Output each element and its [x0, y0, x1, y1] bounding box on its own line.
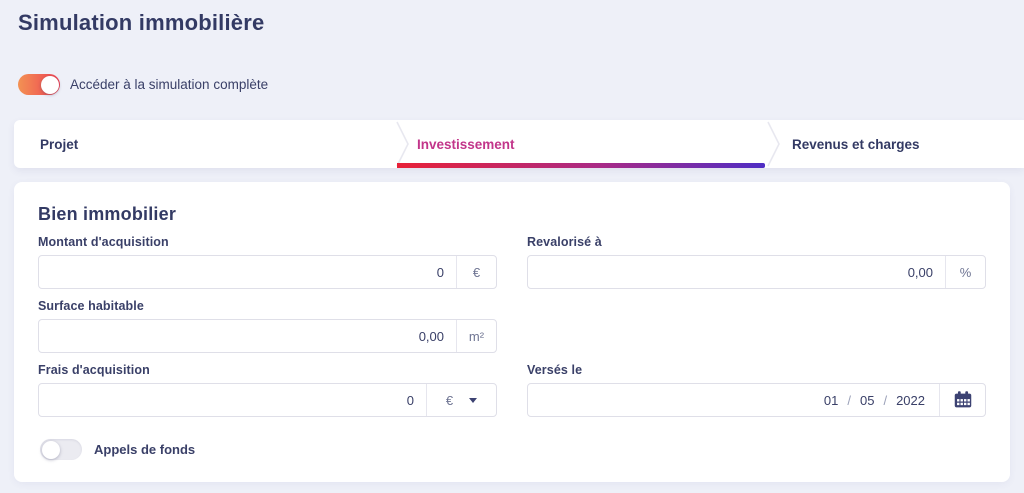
tab-revenus-et-charges[interactable]: Revenus et charges: [767, 120, 1024, 168]
verses-le-label: Versés le: [527, 363, 583, 377]
appels-de-fonds-toggle[interactable]: [40, 439, 82, 460]
toggle-knob: [40, 75, 59, 94]
active-tab-underline: [397, 163, 765, 168]
tab-revenus-label: Revenus et charges: [792, 136, 920, 152]
date-month[interactable]: 05: [859, 392, 875, 408]
full-simulation-toggle-row: Accéder à la simulation complète: [18, 74, 268, 95]
surface-habitable-input[interactable]: 0,00 m²: [38, 319, 497, 353]
revalorise-unit: %: [945, 256, 985, 288]
montant-acquisition-value[interactable]: 0: [436, 264, 444, 280]
calendar-button[interactable]: [939, 384, 985, 416]
tab-projet[interactable]: Projet: [14, 120, 397, 168]
frais-acquisition-unit: €: [445, 392, 454, 408]
date-year[interactable]: 2022: [896, 392, 925, 408]
frais-acquisition-unit-select[interactable]: €: [426, 384, 496, 416]
bien-immobilier-card: Bien immobilier Montant d'acquisition 0 …: [14, 182, 1010, 482]
montant-acquisition-label: Montant d'acquisition: [38, 235, 169, 249]
date-day[interactable]: 01: [823, 392, 839, 408]
chevron-down-icon: [469, 397, 478, 403]
frais-acquisition-input[interactable]: 0 €: [38, 383, 497, 417]
form-grid: Montant d'acquisition 0 € Revalorisé à 0…: [38, 235, 986, 460]
full-simulation-toggle-label: Accéder à la simulation complète: [70, 77, 269, 92]
full-simulation-toggle[interactable]: [18, 74, 60, 95]
surface-habitable-label: Surface habitable: [38, 299, 144, 313]
date-separator: /: [883, 392, 888, 408]
appels-de-fonds-row: Appels de fonds: [38, 439, 986, 460]
tab-separator-chevron-icon: [767, 121, 780, 167]
card-title: Bien immobilier: [38, 204, 177, 224]
date-separator: /: [847, 392, 851, 408]
surface-habitable-unit: m²: [456, 320, 496, 352]
tab-investissement[interactable]: Investissement: [396, 120, 768, 168]
verses-le-value[interactable]: 01 / 05 / 2022: [528, 384, 939, 416]
revalorise-label: Revalorisé à: [527, 235, 602, 249]
tab-projet-label: Projet: [40, 136, 79, 152]
tab-investissement-label: Investissement: [417, 136, 515, 152]
surface-habitable-value[interactable]: 0,00: [418, 328, 444, 344]
appels-de-fonds-label: Appels de fonds: [94, 442, 196, 457]
frais-acquisition-label: Frais d'acquisition: [38, 363, 150, 377]
revalorise-value[interactable]: 0,00: [907, 264, 933, 280]
verses-le-date-input[interactable]: 01 / 05 / 2022: [527, 383, 986, 417]
calendar-icon: [954, 391, 971, 408]
revalorise-input[interactable]: 0,00 %: [527, 255, 986, 289]
toggle-knob: [41, 440, 60, 459]
tab-separator-chevron-icon: [396, 121, 409, 167]
frais-acquisition-value[interactable]: 0: [406, 392, 414, 408]
montant-acquisition-unit: €: [456, 256, 496, 288]
montant-acquisition-input[interactable]: 0 €: [38, 255, 497, 289]
tab-bar: Projet Investissement Revenus et charges: [14, 120, 1024, 168]
page-title: Simulation immobilière: [18, 10, 265, 35]
